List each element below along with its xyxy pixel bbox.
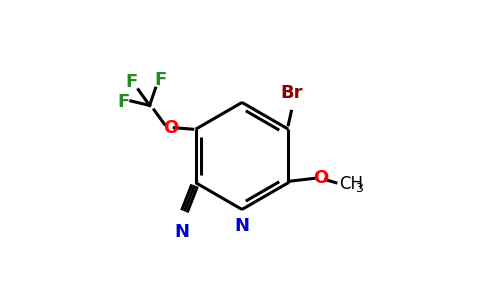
Text: O: O [163,119,178,137]
Text: CH: CH [339,175,363,193]
Text: O: O [314,169,329,187]
Text: N: N [235,217,249,235]
Text: F: F [125,73,137,91]
Text: Br: Br [280,84,302,102]
Text: F: F [154,71,166,89]
Text: N: N [175,224,190,242]
Text: F: F [118,93,130,111]
Text: 3: 3 [355,182,363,194]
